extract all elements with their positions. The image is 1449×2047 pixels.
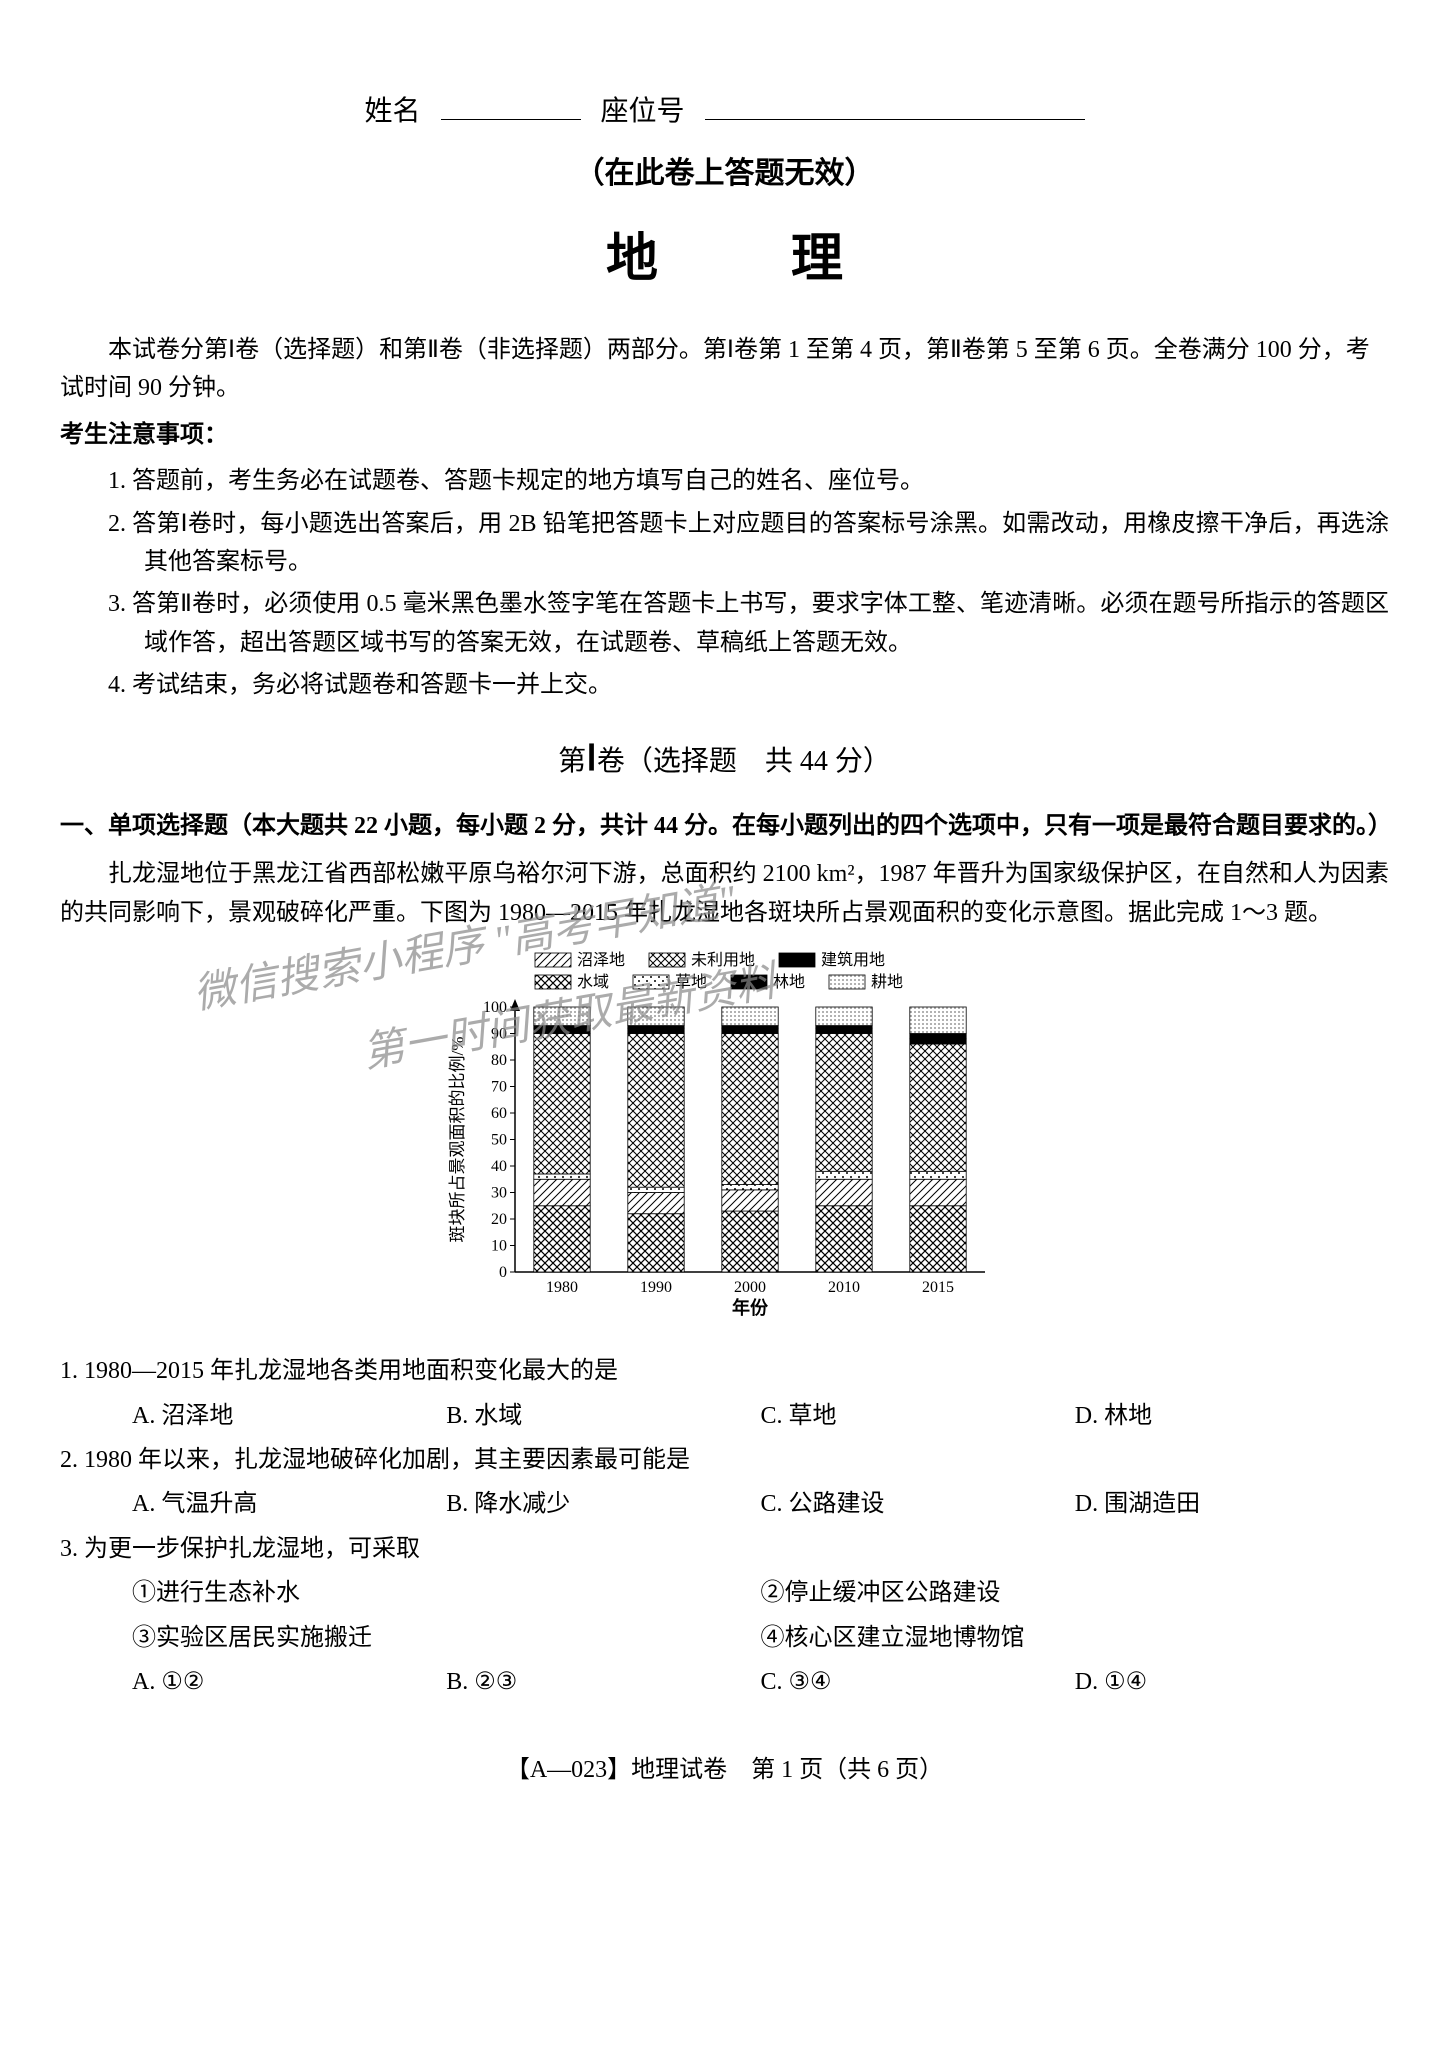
passage-1: 扎龙湿地位于黑龙江省西部松嫩平原乌裕尔河下游，总面积约 2100 km²，198… — [60, 855, 1389, 932]
svg-text:2000: 2000 — [734, 1279, 766, 1296]
exam-title: 地 理 — [60, 218, 1389, 301]
svg-text:0: 0 — [499, 1264, 507, 1281]
svg-text:沼泽地: 沼泽地 — [577, 951, 625, 969]
name-blank[interactable] — [441, 92, 581, 120]
seat-label: 座位号 — [601, 90, 685, 135]
instruction-2: 2. 答第Ⅰ卷时，每小题选出答案后，用 2B 铅笔把答题卡上对应题目的答案标号涂… — [60, 505, 1389, 582]
section-prefix: 第 — [558, 746, 586, 777]
svg-text:10: 10 — [491, 1238, 507, 1255]
svg-text:100: 100 — [483, 999, 507, 1016]
q3-option-c[interactable]: C. ③④ — [761, 1663, 1075, 1701]
q3-choice-3: ③实验区居民实施搬迁 — [132, 1619, 761, 1657]
section-1-header: 第Ⅰ卷（选择题 共 44 分） — [60, 730, 1389, 788]
svg-text:草地: 草地 — [675, 973, 707, 991]
watermark-area: 扎龙湿地位于黑龙江省西部松嫩平原乌裕尔河下游，总面积约 2100 km²，198… — [60, 855, 1389, 932]
svg-text:50: 50 — [491, 1132, 507, 1149]
q1-option-a[interactable]: A. 沼泽地 — [132, 1397, 446, 1435]
q2-option-c[interactable]: C. 公路建设 — [761, 1485, 1075, 1523]
q2-option-a[interactable]: A. 气温升高 — [132, 1485, 446, 1523]
q3-subchoices-1: ①进行生态补水 ②停止缓冲区公路建设 — [60, 1574, 1389, 1612]
q3-choice-2: ②停止缓冲区公路建设 — [761, 1574, 1390, 1612]
q3-subchoices-2: ③实验区居民实施搬迁 ④核心区建立湿地博物馆 — [60, 1619, 1389, 1657]
svg-text:林地: 林地 — [773, 973, 805, 991]
q2-options: A. 气温升高 B. 降水减少 C. 公路建设 D. 围湖造田 — [60, 1485, 1389, 1523]
svg-text:年份: 年份 — [732, 1297, 769, 1318]
svg-text:耕地: 耕地 — [871, 973, 903, 991]
svg-text:60: 60 — [491, 1105, 507, 1122]
svg-text:40: 40 — [491, 1158, 507, 1175]
instruction-4: 4. 考试结束，务必将试题卷和答题卡一并上交。 — [60, 666, 1389, 704]
q1-option-c[interactable]: C. 草地 — [761, 1397, 1075, 1435]
svg-text:70: 70 — [491, 1079, 507, 1096]
name-label: 姓名 — [364, 90, 420, 135]
q3-options: A. ①② B. ②③ C. ③④ D. ①④ — [60, 1663, 1389, 1701]
q1-options: A. 沼泽地 B. 水域 C. 草地 D. 林地 — [60, 1397, 1389, 1435]
svg-text:未利用地: 未利用地 — [691, 951, 755, 969]
notice-header: 考生注意事项： — [60, 416, 1389, 454]
q3-option-d[interactable]: D. ①④ — [1075, 1663, 1389, 1701]
svg-text:1980: 1980 — [546, 1279, 578, 1296]
svg-text:80: 80 — [491, 1052, 507, 1069]
section-suffix: 卷（选择题 共 44 分） — [597, 746, 891, 777]
q3-option-a[interactable]: A. ①② — [132, 1663, 446, 1701]
q1-option-b[interactable]: B. 水域 — [446, 1397, 760, 1435]
svg-text:30: 30 — [491, 1185, 507, 1202]
instruction-1: 1. 答题前，考生务必在试题卷、答题卡规定的地方填写自己的姓名、座位号。 — [60, 462, 1389, 500]
chart-container: 0 10 20 30 40 50 60 70 80 90 100 1980 1990 2000 2010 20… — [60, 947, 1389, 1327]
svg-text:水域: 水域 — [577, 973, 609, 991]
svg-text:2010: 2010 — [828, 1279, 860, 1296]
page-footer: 【A—023】地理试卷 第 1 页（共 6 页） — [60, 1751, 1389, 1789]
svg-text:斑块所占景观面积的比例/%: 斑块所占景观面积的比例/% — [448, 1037, 467, 1243]
intro-text: 本试卷分第Ⅰ卷（选择题）和第Ⅱ卷（非选择题）两部分。第Ⅰ卷第 1 至第 4 页，… — [60, 331, 1389, 408]
name-seat-line: 姓名 座位号 — [60, 90, 1389, 135]
q3-choice-1: ①进行生态补水 — [132, 1574, 761, 1612]
seat-blank[interactable] — [705, 92, 1085, 120]
svg-text:2015: 2015 — [922, 1279, 954, 1296]
q3-choice-4: ④核心区建立湿地博物馆 — [761, 1619, 1390, 1657]
q2-stem: 2. 1980 年以来，扎龙湿地破碎化加剧，其主要因素最可能是 — [60, 1441, 1389, 1479]
warning-text: （在此卷上答题无效） — [60, 150, 1389, 198]
q3-option-b[interactable]: B. ②③ — [446, 1663, 760, 1701]
q2-option-d[interactable]: D. 围湖造田 — [1075, 1485, 1389, 1523]
stacked-bar-chart: 0 10 20 30 40 50 60 70 80 90 100 1980 1990 2000 2010 20… — [445, 947, 1005, 1327]
q3-stem: 3. 为更一步保护扎龙湿地，可采取 — [60, 1530, 1389, 1568]
instruction-3: 3. 答第Ⅱ卷时，必须使用 0.5 毫米黑色墨水签字笔在答题卡上书写，要求字体工… — [60, 585, 1389, 662]
svg-text:20: 20 — [491, 1211, 507, 1228]
q1-option-d[interactable]: D. 林地 — [1075, 1397, 1389, 1435]
q1-stem: 1. 1980—2015 年扎龙湿地各类用地面积变化最大的是 — [60, 1352, 1389, 1390]
svg-text:90: 90 — [491, 1026, 507, 1043]
section-roman: Ⅰ — [586, 738, 597, 778]
q2-option-b[interactable]: B. 降水减少 — [446, 1485, 760, 1523]
mcq-header: 一、单项选择题（本大题共 22 小题，每小题 2 分，共计 44 分。在每小题列… — [60, 807, 1389, 845]
svg-text:1990: 1990 — [640, 1279, 672, 1296]
svg-text:建筑用地: 建筑用地 — [821, 951, 885, 969]
